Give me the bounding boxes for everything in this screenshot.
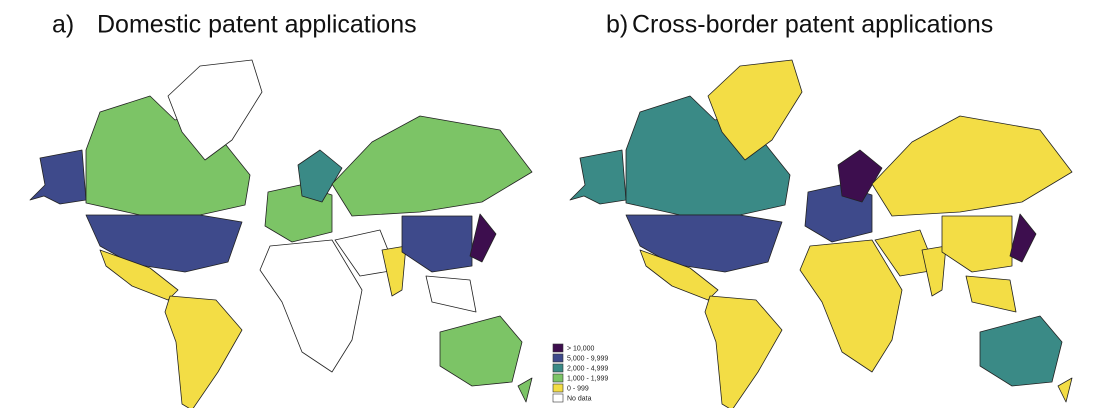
panel-title: Domestic patent applications <box>97 11 417 39</box>
legend-swatch <box>552 363 564 373</box>
legend-swatch <box>552 353 564 363</box>
region <box>569 149 627 205</box>
region <box>837 149 883 203</box>
region <box>921 245 947 297</box>
region <box>381 245 407 297</box>
region <box>965 275 1017 313</box>
legend-label: 1,000 - 1,999 <box>567 375 608 382</box>
legend-label: 0 - 999 <box>567 385 589 392</box>
region <box>439 315 523 387</box>
region <box>1057 377 1073 403</box>
region <box>639 249 719 301</box>
map <box>569 59 1073 408</box>
region <box>425 275 477 313</box>
region <box>167 59 263 161</box>
region <box>164 295 243 408</box>
region <box>704 295 783 408</box>
legend-swatch <box>552 373 564 383</box>
panel-label: b) <box>606 11 628 39</box>
region <box>401 215 473 273</box>
legend-swatch <box>552 343 564 353</box>
region <box>259 239 363 373</box>
region <box>707 59 803 161</box>
region <box>941 215 1013 273</box>
region <box>297 149 343 203</box>
legend-label: No data <box>567 395 592 402</box>
map <box>29 59 533 408</box>
region <box>871 115 1073 217</box>
legend-label: 5,000 - 9,999 <box>567 355 608 362</box>
region <box>29 149 87 205</box>
legend-label: > 10,000 <box>567 345 595 352</box>
region <box>625 214 783 273</box>
region <box>331 115 533 217</box>
panel-title: Cross-border patent applications <box>632 11 993 39</box>
region <box>99 249 179 301</box>
region <box>517 377 533 403</box>
legend: > 10,000 5,000 - 9,999 2,000 - 4,999 1,000 … <box>552 343 608 403</box>
region <box>979 315 1063 387</box>
region <box>799 239 903 373</box>
region <box>85 214 243 273</box>
panel-label: a) <box>52 11 74 39</box>
legend-swatch <box>552 383 564 393</box>
region <box>1009 213 1037 263</box>
region <box>469 213 497 263</box>
legend-label: 2,000 - 4,999 <box>567 365 608 372</box>
legend-swatch <box>552 393 564 403</box>
